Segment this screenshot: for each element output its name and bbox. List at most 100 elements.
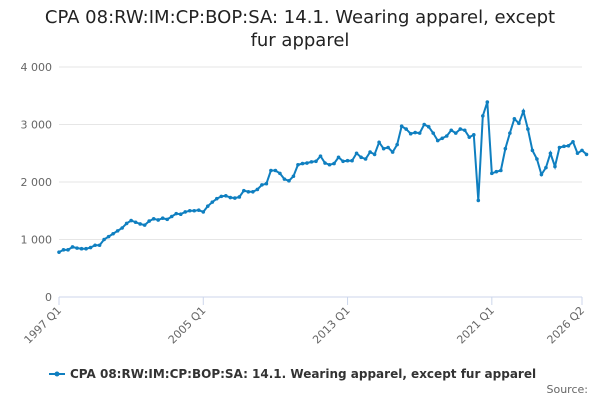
point — [93, 243, 97, 248]
point — [142, 223, 147, 227]
point — [381, 146, 386, 151]
point — [205, 204, 210, 208]
legend-label: CPA 08:RW:IM:CP:BOP:SA: 14.1. Wearing ap… — [70, 367, 536, 381]
point — [462, 128, 467, 133]
point — [426, 125, 431, 129]
point — [377, 140, 381, 145]
point — [575, 151, 580, 156]
point — [467, 135, 472, 139]
point — [386, 145, 390, 150]
point — [174, 211, 179, 216]
point — [521, 109, 526, 114]
point — [115, 229, 120, 233]
point — [106, 234, 111, 239]
point — [251, 189, 255, 194]
x-tick-label: 2005 Q1 — [166, 304, 209, 347]
point — [566, 143, 571, 148]
point — [57, 250, 61, 254]
point — [512, 116, 517, 121]
point — [75, 246, 79, 250]
point — [354, 151, 359, 156]
point — [300, 161, 305, 166]
point — [413, 130, 417, 135]
point — [485, 100, 490, 104]
point — [336, 155, 341, 160]
point — [178, 212, 183, 216]
point — [160, 216, 165, 221]
point — [323, 161, 327, 165]
point — [417, 131, 422, 135]
point — [273, 168, 278, 173]
point — [309, 160, 314, 164]
point — [404, 127, 408, 131]
point — [291, 174, 296, 179]
point — [517, 121, 521, 126]
point — [584, 152, 589, 157]
point — [327, 162, 332, 167]
point — [535, 157, 539, 161]
point — [314, 159, 318, 164]
series-line — [58, 101, 588, 254]
chart-title: CPA 08:RW:IM:CP:BOP:SA: 14.1. Wearing ap… — [44, 7, 556, 51]
point — [548, 151, 553, 156]
point — [133, 220, 138, 225]
point — [368, 150, 372, 154]
point — [79, 246, 84, 251]
point — [102, 237, 106, 242]
point — [183, 210, 188, 214]
point — [66, 248, 70, 252]
point — [269, 168, 273, 173]
point — [571, 139, 575, 144]
point — [332, 161, 336, 166]
point — [363, 157, 368, 161]
point — [296, 162, 300, 167]
point — [476, 198, 481, 203]
point — [201, 210, 206, 214]
point — [264, 181, 269, 186]
point — [61, 248, 66, 252]
point — [539, 172, 544, 177]
point — [449, 128, 454, 133]
x-tick-label: 2013 Q1 — [310, 304, 353, 347]
point — [422, 122, 426, 127]
point — [129, 218, 133, 223]
point — [111, 231, 115, 236]
point — [408, 131, 413, 136]
point — [557, 145, 562, 150]
point — [562, 144, 566, 149]
x-tick-label: 2021 Q1 — [454, 304, 497, 347]
point — [151, 217, 156, 221]
y-tick-label: 2 000 — [21, 176, 53, 189]
point — [395, 142, 399, 147]
point — [580, 148, 584, 153]
source-label: Source: — [547, 383, 589, 396]
point — [210, 200, 215, 204]
x-tick-label: 2026 Q2 — [545, 304, 588, 347]
y-tick-label: 0 — [45, 291, 52, 304]
point — [88, 245, 93, 250]
point — [440, 136, 445, 141]
point — [120, 226, 124, 230]
point — [526, 127, 530, 131]
point — [165, 217, 170, 222]
point — [471, 133, 476, 137]
point — [233, 196, 237, 200]
point — [84, 246, 88, 251]
point — [305, 161, 309, 165]
point — [431, 131, 436, 135]
point — [187, 208, 192, 213]
point — [278, 171, 282, 176]
point — [318, 154, 323, 158]
point — [287, 179, 291, 183]
x-tick-label: 1997 Q1 — [22, 304, 65, 347]
point — [350, 158, 354, 163]
point — [260, 183, 264, 187]
point — [345, 158, 350, 163]
point — [147, 219, 151, 223]
point — [246, 189, 251, 194]
legend-marker — [54, 371, 60, 377]
point — [196, 208, 201, 212]
point — [390, 150, 395, 154]
